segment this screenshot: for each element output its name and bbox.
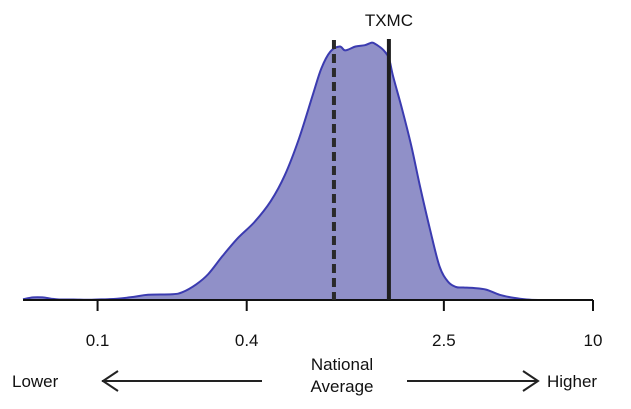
density-curve bbox=[22, 41, 593, 302]
lower-arrowhead bbox=[101, 370, 119, 392]
x-tick-label: 2.5 bbox=[432, 331, 456, 350]
national-average-label: National Average bbox=[310, 355, 373, 396]
higher-label: Higher bbox=[547, 372, 597, 391]
x-tick-label: 0.1 bbox=[86, 331, 110, 350]
x-tick-label: 0.4 bbox=[235, 331, 259, 350]
lower-label: Lower bbox=[12, 372, 59, 391]
higher-arrowhead bbox=[522, 370, 540, 392]
density-area bbox=[23, 42, 593, 300]
entity-marker-label: TXMC bbox=[365, 11, 413, 30]
x-tick-label: 10 bbox=[584, 331, 603, 350]
